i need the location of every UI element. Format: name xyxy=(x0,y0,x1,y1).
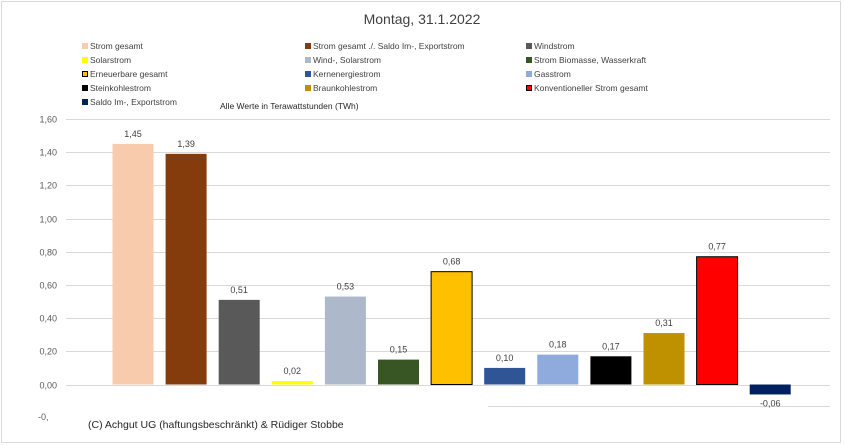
data-label: 0,17 xyxy=(602,341,620,351)
unit-note: Alle Werte in Terawattstunden (TWh) xyxy=(220,101,359,111)
y-tick-label: 0,40 xyxy=(39,314,57,324)
y-tick-label-cut: -0, xyxy=(38,412,49,422)
legend-label: Strom gesamt ./. Saldo Im-, Exportstrom xyxy=(313,41,465,51)
legend-swatch xyxy=(526,57,532,63)
bar xyxy=(484,367,526,385)
data-label: 0,02 xyxy=(284,366,302,376)
legend-swatch xyxy=(526,71,532,77)
bar xyxy=(643,333,685,385)
data-label: 1,39 xyxy=(177,139,195,149)
legend-label: Gasstrom xyxy=(534,69,571,79)
legend-swatch xyxy=(82,71,88,77)
data-label: 0,51 xyxy=(230,285,248,295)
legend-swatch xyxy=(526,43,532,49)
data-label: 0,18 xyxy=(549,340,567,350)
legend-label: Solarstrom xyxy=(90,55,132,65)
data-label: 0,10 xyxy=(496,353,514,363)
legend-label: Wind-, Solarstrom xyxy=(313,55,382,65)
y-tick-label: 0,80 xyxy=(39,248,57,258)
legend-label: Steinkohlestrom xyxy=(90,83,151,93)
bar xyxy=(430,271,473,386)
legend-swatch xyxy=(305,71,311,77)
bar xyxy=(112,143,154,385)
y-tick-label: 1,60 xyxy=(39,115,57,125)
bar xyxy=(378,359,419,385)
legend-label: Windstrom xyxy=(534,41,575,51)
data-label: 1,45 xyxy=(124,129,142,139)
bar xyxy=(271,381,313,385)
legend-label: Braunkohlestrom xyxy=(313,83,378,93)
bar xyxy=(696,256,739,385)
legend-swatch xyxy=(82,99,88,105)
data-label: 0,53 xyxy=(337,282,355,292)
bar xyxy=(165,153,207,385)
data-label: 0,77 xyxy=(708,242,726,252)
y-tick-label: 1,00 xyxy=(39,215,57,225)
legend-label: Kernenergiestrom xyxy=(313,69,381,79)
data-label: 0,15 xyxy=(390,345,408,355)
legend-label: Strom gesamt xyxy=(90,41,143,51)
legend-label: Strom Biomasse, Wasserkraft xyxy=(534,55,647,65)
legend-swatch xyxy=(305,43,311,49)
y-tick-label: 1,40 xyxy=(39,148,57,158)
legend-label: Konventioneller Strom gesamt xyxy=(534,83,648,93)
y-tick-label: 0,00 xyxy=(39,381,57,391)
legend-swatch xyxy=(82,43,88,49)
legend-swatch xyxy=(82,85,88,91)
legend-label: Erneuerbare gesamt xyxy=(90,69,168,79)
legend-swatch xyxy=(526,85,532,91)
bar xyxy=(749,384,791,395)
chart-title: Montag, 31.1.2022 xyxy=(363,11,481,27)
y-tick-label: 1,20 xyxy=(39,181,57,191)
legend-label: Saldo Im-, Exportstrom xyxy=(90,97,177,107)
bar xyxy=(324,296,366,385)
y-tick-label: 0,60 xyxy=(39,281,57,291)
bar xyxy=(537,354,579,385)
data-label: -0,06 xyxy=(760,398,781,408)
legend-swatch xyxy=(305,57,311,63)
legend-swatch xyxy=(82,57,88,63)
bar xyxy=(218,299,260,385)
data-label: 0,31 xyxy=(655,318,673,328)
bar xyxy=(590,356,632,385)
copyright-text: (C) Achgut UG (haftungsbeschränkt) & Rüd… xyxy=(88,419,344,431)
y-tick-label: 0,20 xyxy=(39,347,57,357)
data-label: 0,68 xyxy=(443,257,461,267)
legend-swatch xyxy=(305,85,311,91)
